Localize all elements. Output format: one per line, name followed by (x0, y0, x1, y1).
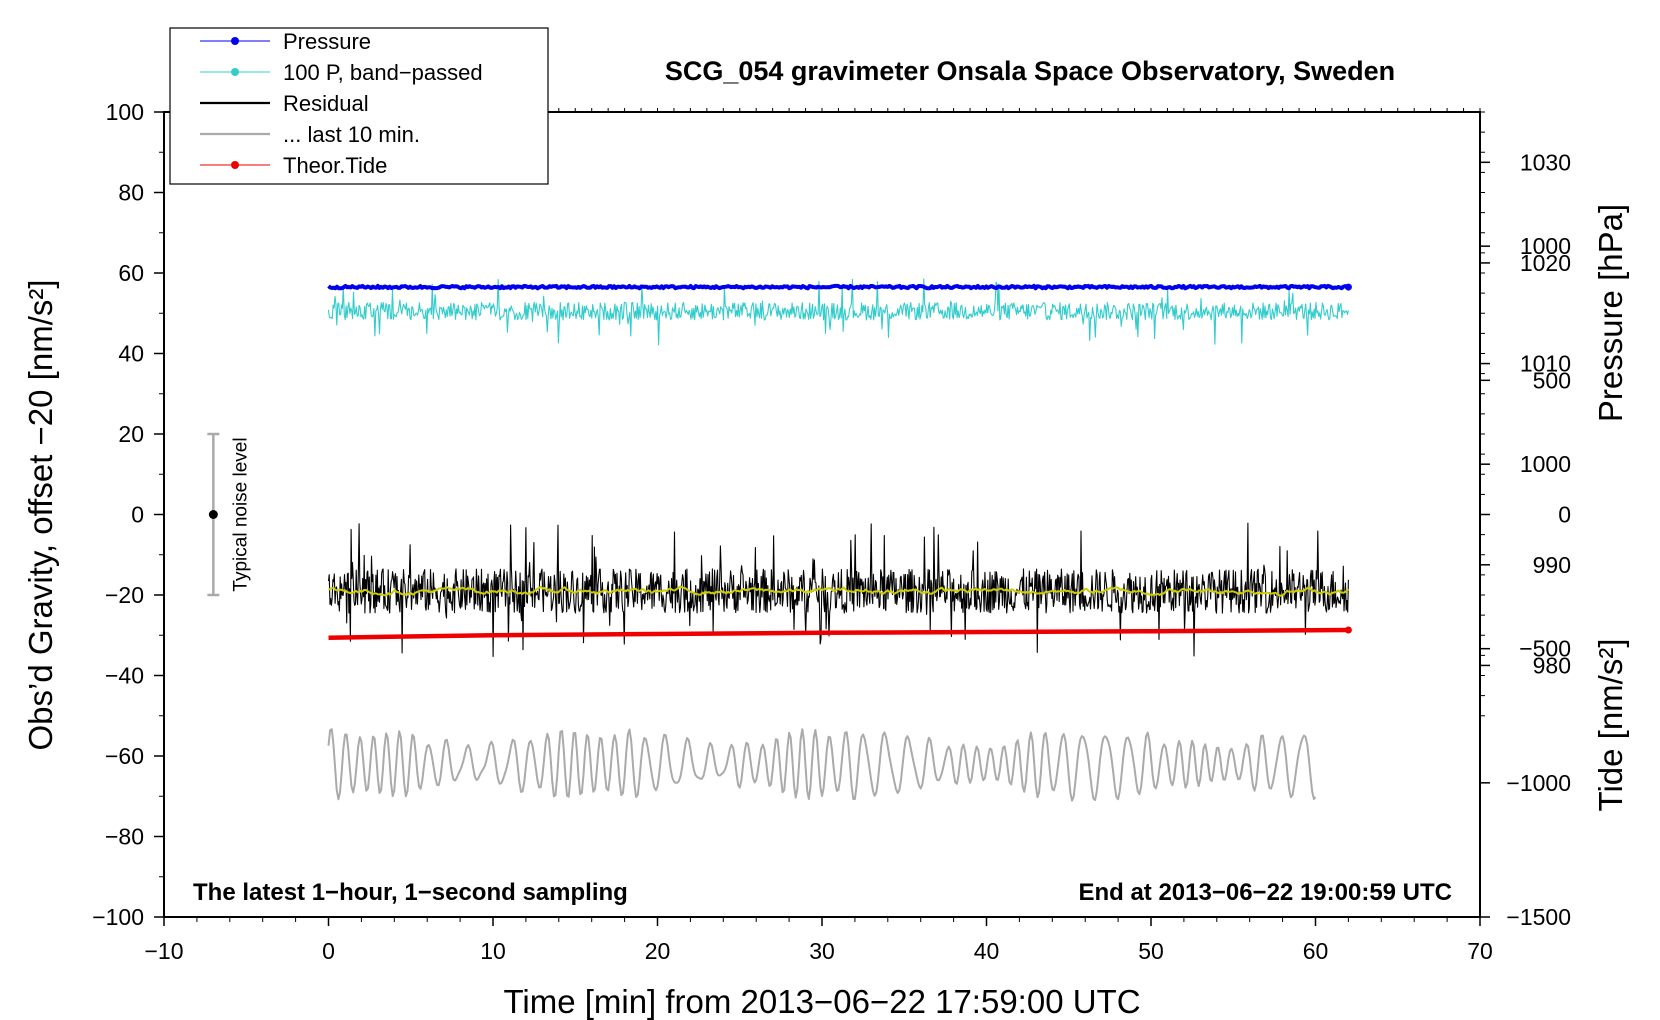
chart-title: SCG_054 gravimeter Onsala Space Observat… (665, 56, 1395, 86)
series-end-marker (1344, 283, 1352, 291)
pressure-tick-label: 990 (1533, 552, 1571, 578)
y-axis-title-tide: Tide [nm/s²] (1592, 639, 1629, 812)
tide-tick-label: 1000 (1520, 233, 1571, 259)
x-tick-label: 30 (809, 938, 835, 964)
x-tick-label: 70 (1467, 938, 1493, 964)
legend-label: Residual (283, 91, 369, 116)
x-tick-label: −10 (144, 938, 183, 964)
y-tick-label: 100 (106, 99, 144, 125)
y-axis-title-pressure: Pressure [hPa] (1592, 204, 1629, 422)
legend-label: Theor.Tide (283, 153, 387, 178)
y-tick-label: −100 (92, 904, 144, 930)
noise-level-indicator: Typical noise level (207, 432, 251, 597)
y-tick-label: 80 (118, 180, 144, 206)
pressure-tick-label: 980 (1533, 652, 1571, 678)
y-tick-label: −40 (105, 663, 144, 689)
legend-swatch-dot (231, 161, 239, 169)
y-tick-label: 40 (118, 341, 144, 367)
series-end-marker (1344, 626, 1352, 634)
x-tick-label: 40 (974, 938, 1000, 964)
y-tick-label: 60 (118, 260, 144, 286)
y-tick-label: −80 (105, 824, 144, 850)
y-axis-title-gravity: Obs’d Gravity, offset −20 [nm/s²] (22, 279, 59, 750)
tide-tick-label: 500 (1533, 367, 1571, 393)
legend-label: Pressure (283, 29, 371, 54)
y-tick-label: −60 (105, 743, 144, 769)
noise-bar-center-dot (208, 510, 218, 519)
pressure-tick-label: 1030 (1520, 149, 1571, 175)
y-tick-label: 20 (118, 421, 144, 447)
x-tick-label: 10 (480, 938, 506, 964)
x-tick-label: 60 (1303, 938, 1329, 964)
y-tick-label: 0 (131, 502, 144, 528)
annotation-left: The latest 1−hour, 1−second sampling (193, 879, 628, 906)
x-tick-label: 50 (1138, 938, 1164, 964)
x-axis-title: Time [min] from 2013−06−22 17:59:00 UTC (503, 983, 1140, 1020)
series-line-2 (327, 522, 1349, 658)
legend-swatch-dot (231, 68, 239, 76)
axes: −10 0 10 20 30 40 50 60 70100806040200−20−40−60−… (92, 99, 1571, 964)
tide-tick-label: −500 (1519, 636, 1571, 662)
annotation-right: End at 2013−06−22 19:00:59 UTC (1078, 879, 1452, 906)
series-line-3 (327, 728, 1317, 802)
x-tick-label: 20 (645, 938, 671, 964)
x-tick-label: 0 (322, 938, 335, 964)
series-line-0 (327, 283, 1349, 291)
y-tick-label: −20 (105, 582, 144, 608)
series-line-4 (328, 627, 1349, 640)
noise-level-label: Typical noise level (230, 437, 251, 591)
legend: Pressure 100 P, band−passed Residual ... la… (169, 27, 549, 185)
legend-label: 100 P, band−passed (283, 60, 483, 85)
pressure-tick-label: 1010 (1520, 351, 1571, 377)
legend-swatch-dot (231, 37, 239, 45)
pressure-tick-label: 1020 (1520, 250, 1571, 276)
tide-tick-label: −1500 (1506, 904, 1571, 930)
series-layer (327, 278, 1352, 802)
tide-tick-label: −1000 (1506, 770, 1571, 796)
series-line-5 (327, 585, 1349, 597)
tide-tick-label: 0 (1558, 502, 1571, 528)
pressure-tick-label: 1000 (1520, 451, 1571, 477)
legend-box (169, 27, 549, 185)
legend-label: ... last 10 min. (283, 122, 420, 147)
